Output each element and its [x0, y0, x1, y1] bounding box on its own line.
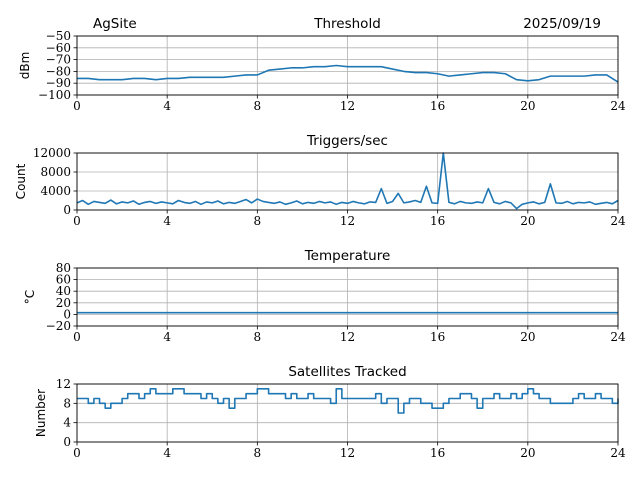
y-tick-label: 0 — [63, 307, 71, 321]
x-tick-label: 20 — [520, 330, 535, 344]
triggers-series-line — [76, 152, 619, 210]
x-tick-label: 12 — [340, 214, 355, 228]
y-tick-label: 4 — [63, 416, 71, 430]
site-label: AgSite — [93, 16, 137, 32]
x-tick-label: 8 — [254, 99, 262, 113]
y-tick-label: −100 — [38, 88, 71, 102]
triggers-subplot: 0 4 8 12 16 20 24 0 4000 8000 12000 Triggers/sec Cou… — [14, 133, 626, 228]
x-tick-label: 20 — [520, 99, 535, 113]
threshold-subplot: 0 4 8 12 16 20 24 −100−90−80−70−60−50 Threshold d… — [18, 16, 626, 113]
threshold-title: Threshold — [313, 16, 381, 32]
x-tick-label: 0 — [73, 446, 81, 460]
y-tick-label: −80 — [46, 64, 71, 78]
y-tick-label: 12 — [56, 377, 71, 391]
x-tick-label: 12 — [340, 99, 355, 113]
x-tick-label: 0 — [73, 214, 81, 228]
x-tick-label: 0 — [73, 330, 81, 344]
temperature-ylabel: °C — [23, 290, 37, 304]
y-tick-label: −20 — [46, 319, 71, 333]
y-tick-label: 12000 — [33, 146, 71, 160]
axes-frame — [76, 383, 619, 443]
x-tick-label: 24 — [610, 446, 626, 460]
x-tick-label: 8 — [254, 330, 262, 344]
y-tick-label: −60 — [46, 41, 71, 55]
temperature-title: Temperature — [304, 248, 391, 264]
y-tick-label: 8 — [63, 396, 71, 410]
x-tick-label: 8 — [254, 214, 262, 228]
y-tick-label: 20 — [56, 296, 71, 310]
x-tick-label: 24 — [610, 330, 626, 344]
x-tick-label: 4 — [163, 330, 171, 344]
triggers-title: Triggers/sec — [306, 133, 388, 149]
y-tick-label: 8000 — [40, 165, 71, 179]
y-tick-label: −70 — [46, 53, 71, 67]
satellites-series-line — [77, 388, 619, 414]
threshold-ylabel: dBm — [18, 52, 32, 80]
axes-frame — [76, 152, 619, 211]
y-tick-label: 40 — [56, 284, 71, 298]
axes-frame — [76, 267, 619, 327]
x-tick-label: 4 — [163, 446, 171, 460]
date-label: 2025/09/19 — [523, 16, 601, 32]
y-tick-label: 60 — [56, 273, 71, 287]
x-tick-label: 8 — [254, 446, 262, 460]
y-tick-label: 0 — [63, 435, 71, 449]
x-tick-label: 24 — [610, 214, 626, 228]
x-tick-label: 16 — [430, 330, 445, 344]
x-tick-label: 20 — [520, 446, 535, 460]
y-tick-label: 80 — [56, 261, 71, 275]
x-tick-label: 12 — [340, 330, 355, 344]
x-tick-label: 16 — [430, 99, 445, 113]
y-tick-label: 4000 — [40, 184, 71, 198]
x-tick-label: 12 — [340, 446, 355, 460]
threshold-series-line — [77, 64, 619, 83]
satellites-title: Satellites Tracked — [288, 364, 406, 380]
y-tick-label: −50 — [46, 29, 71, 43]
y-tick-label: −90 — [46, 76, 71, 90]
x-tick-label: 0 — [73, 99, 81, 113]
x-tick-label: 16 — [430, 214, 445, 228]
x-tick-label: 4 — [163, 214, 171, 228]
x-tick-label: 4 — [163, 99, 171, 113]
x-tick-label: 24 — [610, 99, 626, 113]
x-tick-label: 16 — [430, 446, 445, 460]
triggers-ylabel: Count — [14, 163, 28, 199]
y-tick-label: 0 — [63, 203, 71, 217]
satellites-subplot: 0 4 8 12 16 20 24 0 4 8 12 Satellites Tracked Number — [34, 364, 626, 460]
axes-frame — [76, 35, 619, 96]
satellites-ylabel: Number — [34, 389, 48, 437]
x-tick-label: 20 — [520, 214, 535, 228]
